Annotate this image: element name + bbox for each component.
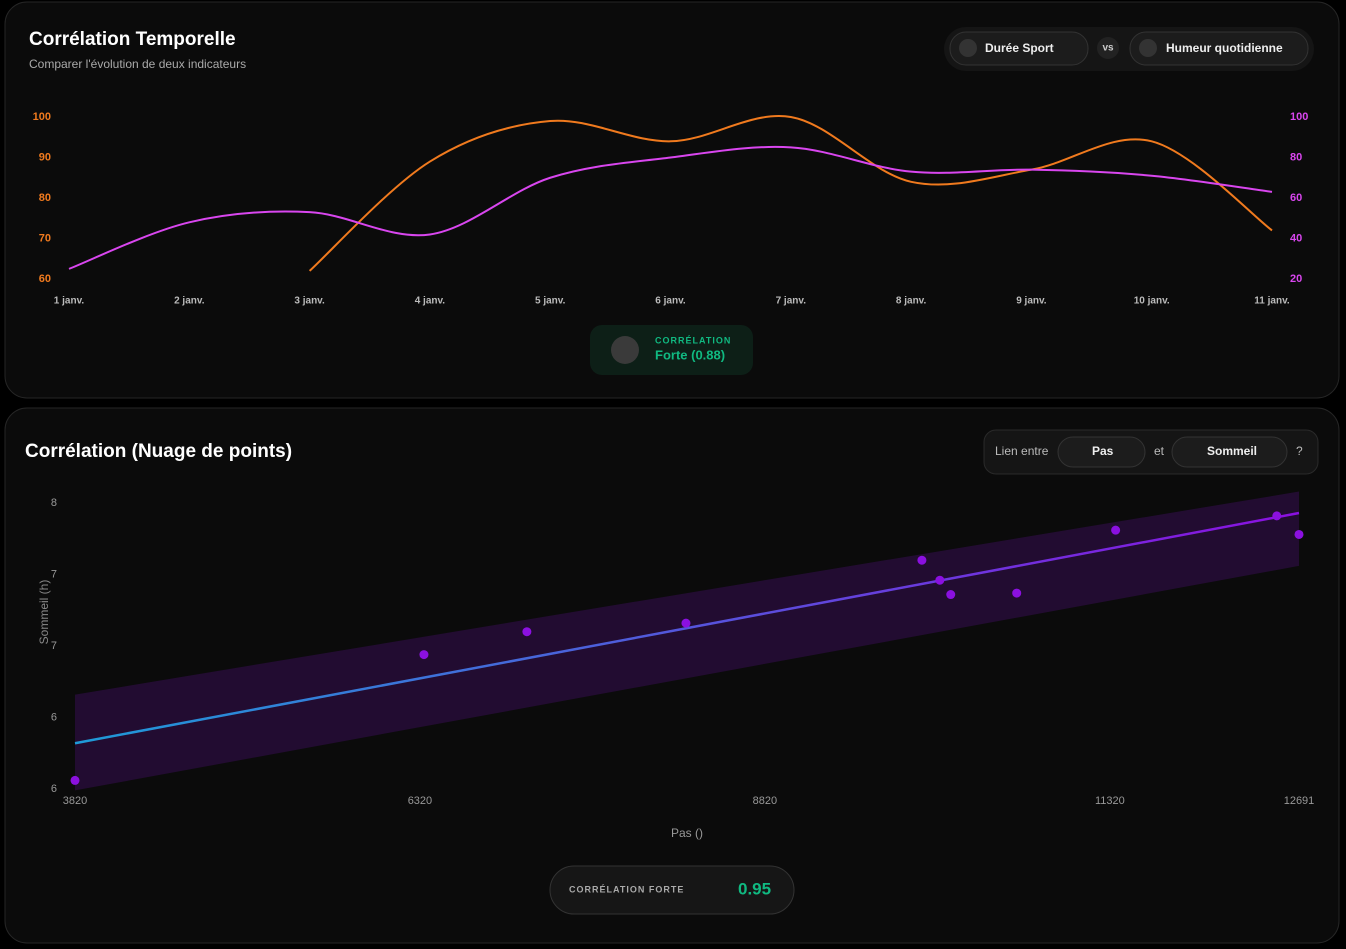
badge-label: CORRÉLATION: [655, 335, 731, 345]
point: [1272, 511, 1282, 521]
y-tick-label: 80: [39, 192, 51, 204]
dropdown[interactable]: [1129, 31, 1309, 66]
badge-label: CORRÉLATION FORTE: [569, 884, 684, 894]
and: et: [1154, 444, 1165, 458]
point: [681, 618, 691, 628]
y-tick-label: 70: [39, 232, 51, 244]
y-tick-label: 6: [51, 711, 57, 723]
point: [1111, 525, 1121, 535]
dropdown-label: Humeur quotidienne: [1166, 41, 1283, 55]
y-tick-label: 7: [51, 568, 57, 580]
y2-tick-label: 100: [1290, 111, 1308, 123]
y2-tick-label: 40: [1290, 232, 1302, 244]
confidence-band: [75, 491, 1299, 791]
icon: [1139, 39, 1157, 57]
x-tick-label: 3 janv.: [294, 296, 325, 307]
point: [522, 627, 532, 637]
title: Corrélation Temporelle: [29, 29, 236, 50]
x-tick-label: 10 janv.: [1134, 296, 1170, 307]
point: [419, 650, 429, 660]
y-tick-label: 8: [51, 497, 57, 509]
badge-value: 0.95: [738, 879, 771, 898]
x-tick-label: 6 janv.: [655, 296, 686, 307]
y-axis-label: Sommeil (h): [37, 580, 51, 645]
x-tick-label: 8 janv.: [896, 296, 927, 307]
y-tick-label: 6: [51, 783, 57, 795]
x-tick-label: 4 janv.: [415, 296, 446, 307]
x-tick-label: 9 janv.: [1016, 296, 1047, 307]
panel: [4, 1, 1340, 399]
x-tick-label: 1 janv.: [54, 296, 85, 307]
y2-tick-label: 20: [1290, 273, 1302, 285]
y-tick-label: 7: [51, 640, 57, 652]
line: [68, 145, 1273, 270]
x-tick-label: 2 janv.: [174, 296, 205, 307]
x-axis-label: Pas (): [671, 826, 703, 840]
icon: [611, 336, 639, 364]
subtitle: Comparer l'évolution de deux indicateurs: [29, 57, 246, 71]
link-label: Lien entre: [995, 444, 1049, 458]
dropdown-label: Durée Sport: [985, 41, 1054, 55]
y-tick-label: 90: [39, 151, 51, 163]
x-tick-label: 12691: [1284, 795, 1315, 807]
icon: [959, 39, 977, 57]
point: [946, 590, 956, 600]
y-tick-label: 100: [33, 111, 51, 123]
dropdown-label: Sommeil: [1207, 444, 1257, 458]
vs-badge: [1097, 37, 1119, 59]
trend-line: [74, 511, 1300, 745]
correlation-badge: [549, 865, 795, 915]
help[interactable]: ?: [1296, 444, 1303, 458]
y2-tick-label: 60: [1290, 192, 1302, 204]
dropdown[interactable]: [949, 31, 1089, 66]
dropdown-label: Pas: [1092, 444, 1114, 458]
point: [70, 775, 80, 785]
dropdown[interactable]: [1057, 436, 1146, 468]
title: Corrélation (Nuage de points): [25, 441, 292, 462]
x-tick-label: 3820: [63, 795, 87, 807]
dropdown[interactable]: [1171, 436, 1288, 468]
y2-tick-label: 80: [1290, 151, 1302, 163]
x-tick-label: 11320: [1095, 795, 1125, 807]
vs: vs: [1102, 43, 1114, 54]
x-tick-label: 11 janv.: [1254, 296, 1290, 307]
x-tick-label: 5 janv.: [535, 296, 566, 307]
x-tick-label: 8820: [753, 795, 777, 807]
badge-value: Forte (0.88): [655, 347, 725, 362]
line: [308, 115, 1273, 272]
x-tick-label: 6320: [408, 795, 432, 807]
y-tick-label: 60: [39, 273, 51, 285]
x-tick-label: 7 janv.: [776, 296, 807, 307]
point: [917, 555, 927, 565]
panel: [4, 407, 1340, 944]
point: [935, 575, 945, 585]
point: [1294, 529, 1304, 539]
point: [1012, 588, 1022, 598]
